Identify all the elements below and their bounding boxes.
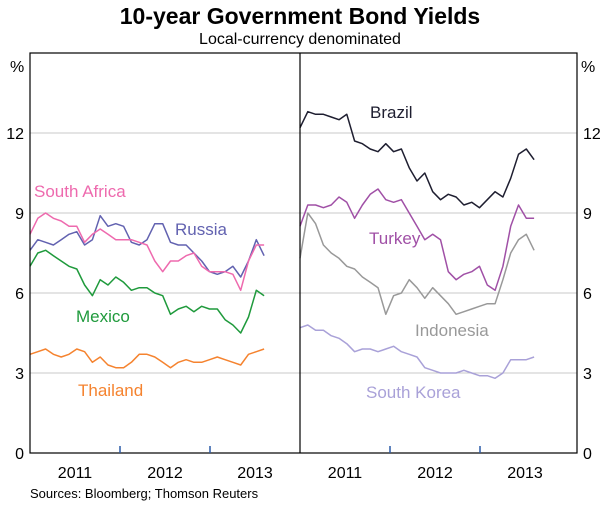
label-indonesia: Indonesia [415,321,489,340]
series-line-south-korea [299,324,535,380]
y-tick-label: 3 [583,366,592,383]
y-tick-label: 9 [583,206,592,223]
plot-frame [29,52,578,454]
source-note: Sources: Bloomberg; Thomson Reuters [30,486,259,501]
y-tick-label: 0 [583,446,592,463]
series-line-mexico [29,249,265,334]
y-tick-label: 3 [15,366,24,383]
label-turkey: Turkey [369,229,421,248]
series-line-indonesia [299,212,535,316]
x-tick-label: 2011 [328,465,363,482]
x-tick-label: 2013 [507,465,543,482]
x-tick-label: 2012 [417,465,453,482]
series-line-brazil [299,110,535,209]
series-line-thailand [29,348,265,369]
y-tick-label: 12 [6,126,24,143]
series-line-turkey [299,188,535,292]
label-south-korea: South Korea [366,383,461,402]
label-mexico: Mexico [76,307,130,326]
label-russia: Russia [175,220,228,239]
y-tick-label: 6 [15,286,24,303]
chart-subtitle: Local-currency denominated [199,31,401,48]
series-line-south-africa [29,212,265,292]
y-tick-label: 0 [15,446,24,463]
y-tick-label: 12 [583,126,600,143]
x-tick-label: 2012 [147,465,183,482]
label-south-africa: South Africa [34,182,126,201]
x-tick-label: 2011 [58,465,93,482]
label-brazil: Brazil [370,103,413,122]
y-tick-label: 6 [583,286,592,303]
y-unit-right: % [581,59,595,76]
y-tick-label: 9 [15,206,24,223]
chart-title: 10-year Government Bond Yields [120,3,480,29]
x-tick-label: 2013 [237,465,273,482]
y-unit-left: % [10,59,24,76]
label-thailand: Thailand [78,381,143,400]
